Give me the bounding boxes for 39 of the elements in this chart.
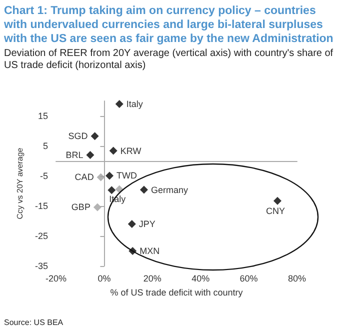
- x-axis-title: % of US trade deficit with country: [110, 288, 244, 298]
- annotation: Italy: [126, 99, 144, 109]
- point: [108, 186, 116, 194]
- x-tick-label: -20%: [45, 274, 67, 284]
- annotation: JPY: [138, 219, 156, 229]
- y-tick-label: -25: [34, 231, 48, 241]
- x-tick-label: 60%: [240, 274, 258, 284]
- y-tick-label: -35: [34, 261, 48, 271]
- y-tick-label: 15: [38, 111, 48, 121]
- annotation: CAD: [74, 172, 94, 182]
- point: [273, 196, 282, 205]
- annotation: MXN: [140, 246, 160, 256]
- annotation: BRL: [66, 150, 84, 160]
- y-tick-label: -15: [34, 201, 48, 211]
- annotation: Germany: [150, 184, 188, 195]
- point: [115, 100, 124, 108]
- point: [128, 220, 136, 228]
- annotation: KRW: [120, 146, 142, 156]
- source-note: Source: US BEA: [4, 318, 64, 327]
- point: [90, 132, 99, 140]
- point: [106, 172, 114, 180]
- x-tick-label: 40%: [192, 274, 210, 284]
- y-axis-title: Ccy vs 20Y average: [16, 147, 25, 220]
- chart-subtitle: Deviation of REER from 20Y average (vertical axis) with country's share of US trade deficit (horizontal axis): [4, 48, 334, 72]
- point: [86, 151, 94, 159]
- x-tick-label: 0%: [98, 274, 111, 284]
- point: [93, 203, 102, 212]
- point: [109, 146, 118, 155]
- x-tick-label: 20%: [143, 274, 162, 284]
- chart-title: Chart 1: Trump taking aim on currency policy – countries with undervalued currencies and large bi-lateral surpluses with the US are seen as fair game by the new Administration: [4, 4, 334, 46]
- annotation: TWD: [116, 170, 138, 181]
- point: [140, 186, 148, 194]
- point: [96, 173, 105, 182]
- annotation: GBP: [71, 202, 90, 212]
- y-tick-label: 5: [42, 141, 48, 151]
- y-tick-label: -5: [40, 171, 48, 181]
- annotation: CNY: [266, 206, 285, 216]
- x-tick-label: 80%: [288, 274, 306, 284]
- annotation: SGD: [68, 131, 88, 142]
